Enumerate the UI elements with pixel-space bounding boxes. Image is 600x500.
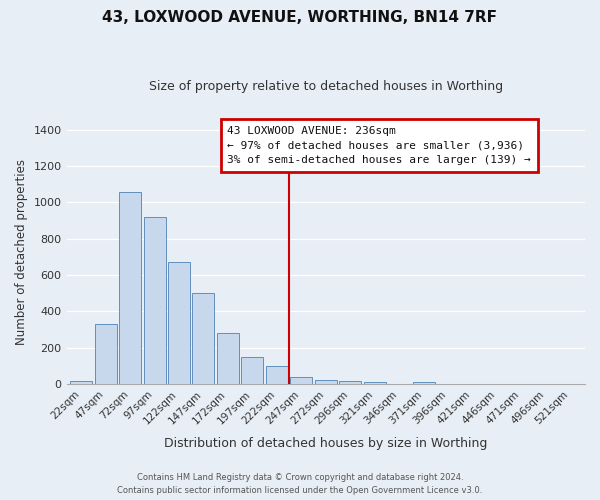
Bar bbox=[290, 377, 313, 384]
Bar bbox=[266, 366, 288, 384]
Bar bbox=[70, 380, 92, 384]
Bar bbox=[193, 294, 214, 384]
Bar bbox=[168, 262, 190, 384]
Bar bbox=[241, 357, 263, 384]
Bar bbox=[339, 382, 361, 384]
Text: 43 LOXWOOD AVENUE: 236sqm
← 97% of detached houses are smaller (3,936)
3% of sem: 43 LOXWOOD AVENUE: 236sqm ← 97% of detac… bbox=[227, 126, 531, 166]
Bar bbox=[413, 382, 434, 384]
Bar bbox=[217, 334, 239, 384]
Bar bbox=[95, 324, 116, 384]
X-axis label: Distribution of detached houses by size in Worthing: Distribution of detached houses by size … bbox=[164, 437, 487, 450]
Bar bbox=[143, 217, 166, 384]
Title: Size of property relative to detached houses in Worthing: Size of property relative to detached ho… bbox=[149, 80, 503, 93]
Bar bbox=[315, 380, 337, 384]
Text: 43, LOXWOOD AVENUE, WORTHING, BN14 7RF: 43, LOXWOOD AVENUE, WORTHING, BN14 7RF bbox=[103, 10, 497, 25]
Bar bbox=[364, 382, 386, 384]
Bar bbox=[119, 192, 141, 384]
Text: Contains HM Land Registry data © Crown copyright and database right 2024.
Contai: Contains HM Land Registry data © Crown c… bbox=[118, 474, 482, 495]
Y-axis label: Number of detached properties: Number of detached properties bbox=[15, 160, 28, 346]
